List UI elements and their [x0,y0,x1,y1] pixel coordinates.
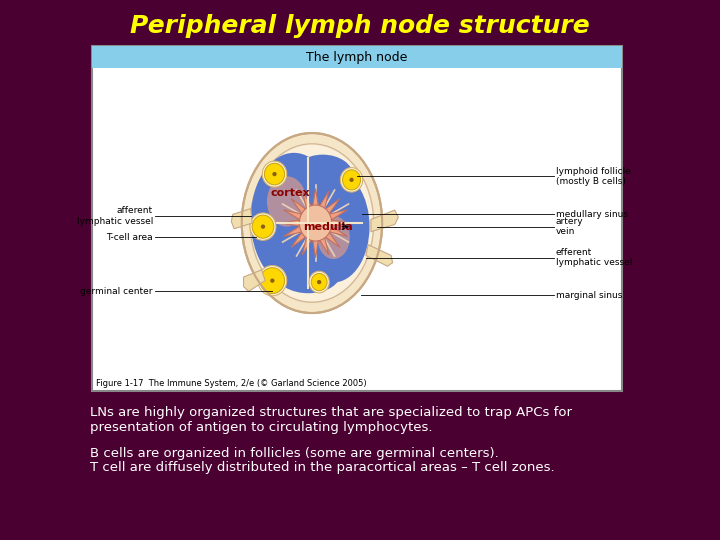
Ellipse shape [262,161,287,187]
Circle shape [317,280,321,284]
Ellipse shape [258,266,287,296]
Text: efferent
lymphatic vessel: efferent lymphatic vessel [556,248,632,267]
Ellipse shape [300,205,332,241]
Circle shape [261,225,265,229]
Ellipse shape [292,154,354,198]
Text: presentation of antigen to circulating lymphocytes.: presentation of antigen to circulating l… [90,421,433,434]
Polygon shape [366,245,392,266]
Ellipse shape [242,133,382,313]
Text: afferent
lymphatic vessel: afferent lymphatic vessel [76,206,153,226]
Text: marginal sinus: marginal sinus [556,291,622,300]
Polygon shape [281,188,350,258]
Polygon shape [371,210,398,232]
Circle shape [349,178,354,182]
Text: lymphoid follicle
(mostly B cells): lymphoid follicle (mostly B cells) [556,166,631,186]
Polygon shape [243,270,265,292]
Text: cortex: cortex [271,188,310,198]
Circle shape [272,172,276,176]
Ellipse shape [309,271,329,293]
Ellipse shape [252,215,274,238]
Bar [92,46,622,68]
Bar [92,46,622,391]
Ellipse shape [251,153,337,286]
Ellipse shape [250,144,374,302]
Text: Peripheral lymph node structure: Peripheral lymph node structure [130,14,590,38]
Polygon shape [231,208,252,229]
Ellipse shape [297,171,369,282]
Text: medullary sinus: medullary sinus [556,210,628,219]
Text: germinal center: germinal center [81,287,153,296]
Text: The lymph node: The lymph node [306,51,408,64]
Text: B cells are organized in follicles (some are germinal centers).: B cells are organized in follicles (some… [90,447,499,460]
Text: T cell are diffusely distributed in the paracortical areas – T cell zones.: T cell are diffusely distributed in the … [90,462,554,475]
Ellipse shape [341,167,363,192]
Text: LNs are highly organized structures that are specialized to trap APCs for: LNs are highly organized structures that… [90,406,572,419]
Text: Figure 1-17  The Immune System, 2/e (© Garland Science 2005): Figure 1-17 The Immune System, 2/e (© Ga… [96,379,366,388]
Ellipse shape [250,213,276,240]
Text: artery
vein: artery vein [556,217,584,237]
Ellipse shape [264,163,284,185]
Ellipse shape [318,216,350,259]
Ellipse shape [260,268,284,294]
Ellipse shape [311,273,327,291]
Text: T-cell area: T-cell area [107,233,153,242]
Ellipse shape [267,176,307,227]
Ellipse shape [343,170,361,190]
Text: medulla: medulla [303,221,353,232]
Ellipse shape [276,254,341,293]
Circle shape [270,279,274,283]
